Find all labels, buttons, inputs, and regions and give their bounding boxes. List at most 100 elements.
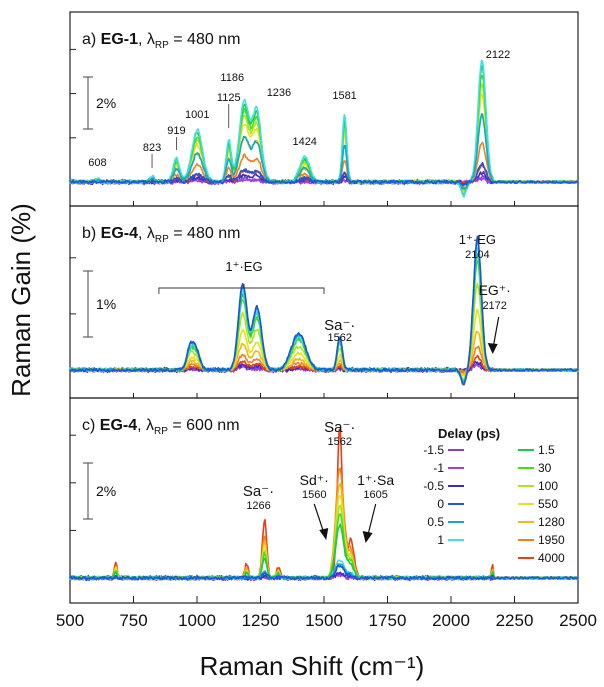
panel-b-scale-bar: 1%	[83, 270, 116, 338]
legend-title: Delay (ps)	[438, 426, 500, 441]
panel-a-peak-label: 1236	[267, 87, 291, 99]
legend-item: -1	[433, 461, 464, 475]
panel-a-trace-1	[69, 59, 579, 198]
panel-b-peak-label: Sa⁻·	[324, 317, 355, 334]
panel-b-peak-label: EG⁺·	[479, 282, 511, 298]
legend-item: -0.5	[423, 479, 464, 493]
legend-item: 0	[437, 497, 464, 511]
panel-c-trace-550	[69, 494, 579, 581]
x-tick-label: 750	[119, 611, 147, 630]
x-tick-label: 500	[56, 611, 84, 630]
legend-item: 1280	[518, 515, 565, 529]
legend-item: 100	[518, 479, 558, 493]
panel-a-peak-label: 2122	[486, 49, 510, 61]
panel-a-trace-100	[69, 83, 579, 196]
panel-a-peak-label: 1001	[185, 109, 209, 121]
legend-label: 1.5	[538, 443, 555, 457]
panel-c-traces	[69, 428, 579, 582]
panel-b-title: b) EG-4, λRP = 480 nm	[82, 225, 240, 245]
x-tick-label: 2250	[496, 611, 534, 630]
x-tick-label: 1750	[369, 611, 407, 630]
panel-b-peak-label: 1⁺·EG	[459, 232, 496, 247]
panel-c-peak-label: 1605	[363, 489, 387, 501]
panel-a-peak-label: 1186	[220, 72, 244, 84]
legend-label: -0.5	[423, 479, 444, 493]
legend-item: 4000	[518, 551, 565, 565]
x-tick-label: 1500	[305, 611, 343, 630]
panel-b-peak-label: 2172	[482, 300, 506, 312]
panel-c-scale-label: 2%	[96, 483, 116, 499]
legend-label: 4000	[538, 551, 565, 565]
panel-c-scale-bar: 2%	[83, 462, 116, 520]
legend-item: 550	[518, 497, 558, 511]
legend-label: 1	[437, 533, 444, 547]
panel-a-scale-bar: 2%	[83, 76, 116, 130]
panel-c-peak-label: 1562	[328, 436, 352, 448]
panel-c-peak-label: Sd⁺·	[300, 472, 329, 488]
x-tick-label: 1000	[178, 611, 216, 630]
eg-bracket	[158, 284, 325, 294]
x-axis-label: Raman Shift (cm⁻¹)	[200, 651, 425, 681]
panel-a-title: a) EG-1, λRP = 480 nm	[82, 31, 240, 51]
panel-b-trace-0	[69, 235, 579, 386]
panel-c-trace-100	[69, 504, 579, 581]
panel-c-peak-label: Sa⁻·	[324, 419, 355, 436]
legend-label: -1.5	[423, 443, 444, 457]
panel-b-peak-label: 2104	[465, 249, 489, 261]
panel-b-peak-label: 1⁺·EG	[225, 259, 262, 274]
panel-b: b) EG-4, λRP = 480 nm 1% 1⁺·EG Sa⁻·1562 1⁺·E…	[69, 205, 579, 399]
panel-a-scale-label: 2%	[96, 95, 116, 111]
legend-label: 550	[538, 497, 558, 511]
x-tick-label: 2000	[432, 611, 470, 630]
panel-c-title: c) EG-4, λRP = 600 nm	[82, 417, 240, 437]
panel-a-peak-label: 608	[88, 157, 106, 169]
legend-item: 1.5	[518, 443, 555, 457]
sa-arrow	[367, 503, 377, 537]
legend-label: -1	[433, 461, 444, 475]
panel-a-peak-label: 823	[143, 142, 161, 154]
panel-c-trace-4000	[69, 428, 579, 581]
panel-a-trace-1.5	[69, 64, 579, 197]
panel-b-peak-label: 1562	[328, 332, 352, 344]
panel-a-trace-30	[69, 75, 579, 197]
sd-arrow	[313, 503, 325, 535]
x-tick-label: 2500	[559, 611, 597, 630]
legend-label: 1950	[538, 533, 565, 547]
panel-c-trace-30	[69, 513, 579, 581]
legend-label: 0.5	[427, 515, 444, 529]
panel-b-trace-1	[69, 247, 579, 384]
panel-c-peak-label: 1⁺·Sa	[357, 472, 394, 488]
panel-c: c) EG-4, λRP = 600 nm2% Sa⁻·1266Sd⁺·1560S…	[69, 397, 579, 604]
legend-item: 1	[437, 533, 464, 547]
legend-label: 100	[538, 479, 558, 493]
legend-label: 1280	[538, 515, 565, 529]
legend-label: 0	[437, 497, 444, 511]
legend: Delay (ps) -1.5 -1 -0.5 0 0.5 1 1.5 30 100 550 1280…	[423, 426, 565, 565]
panel-a-peak-label: 1424	[292, 136, 316, 148]
panels-group: a) EG-1, λRP = 480 nm2%60882391910011125…	[69, 11, 579, 604]
legend-item: -1.5	[423, 443, 464, 457]
panel-a-peak-label: 919	[167, 125, 185, 137]
legend-item: 0.5	[427, 515, 464, 529]
panel-a-traces	[69, 59, 579, 198]
panel-a-peak-label: 1581	[332, 90, 356, 102]
panel-a-trace-0	[69, 161, 579, 187]
panel-b-scale-label: 1%	[96, 296, 116, 312]
x-tick-label: 1250	[242, 611, 280, 630]
panel-c-peak-label: 1266	[246, 500, 270, 512]
panel-c-peak-label: 1560	[302, 489, 326, 501]
sa-arrowhead	[362, 531, 373, 543]
panel-b-traces	[69, 235, 579, 386]
y-axis-label: Raman Gain (%)	[6, 203, 36, 397]
panel-a-peak-label: 1125	[217, 92, 241, 104]
legend-item: 1950	[518, 533, 565, 547]
sd-arrowhead	[319, 528, 329, 540]
panel-c-trace-0	[69, 564, 579, 581]
legend-label: 30	[538, 461, 552, 475]
eg-cation-arrowhead	[487, 343, 498, 354]
x-axis: 500 750 1000 1250 1500 1750 2000 2250 2500	[56, 201, 597, 630]
panel-c-peak-label: Sa⁻·	[243, 483, 274, 500]
legend-item: 30	[518, 461, 552, 475]
